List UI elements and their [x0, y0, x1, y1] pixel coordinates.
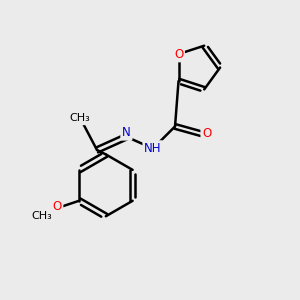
- Text: O: O: [174, 48, 183, 61]
- Text: O: O: [52, 200, 62, 213]
- Text: N: N: [122, 126, 131, 139]
- Text: O: O: [202, 127, 212, 140]
- Text: CH₃: CH₃: [31, 211, 52, 220]
- Text: CH₃: CH₃: [69, 113, 90, 124]
- Text: NH: NH: [144, 142, 162, 155]
